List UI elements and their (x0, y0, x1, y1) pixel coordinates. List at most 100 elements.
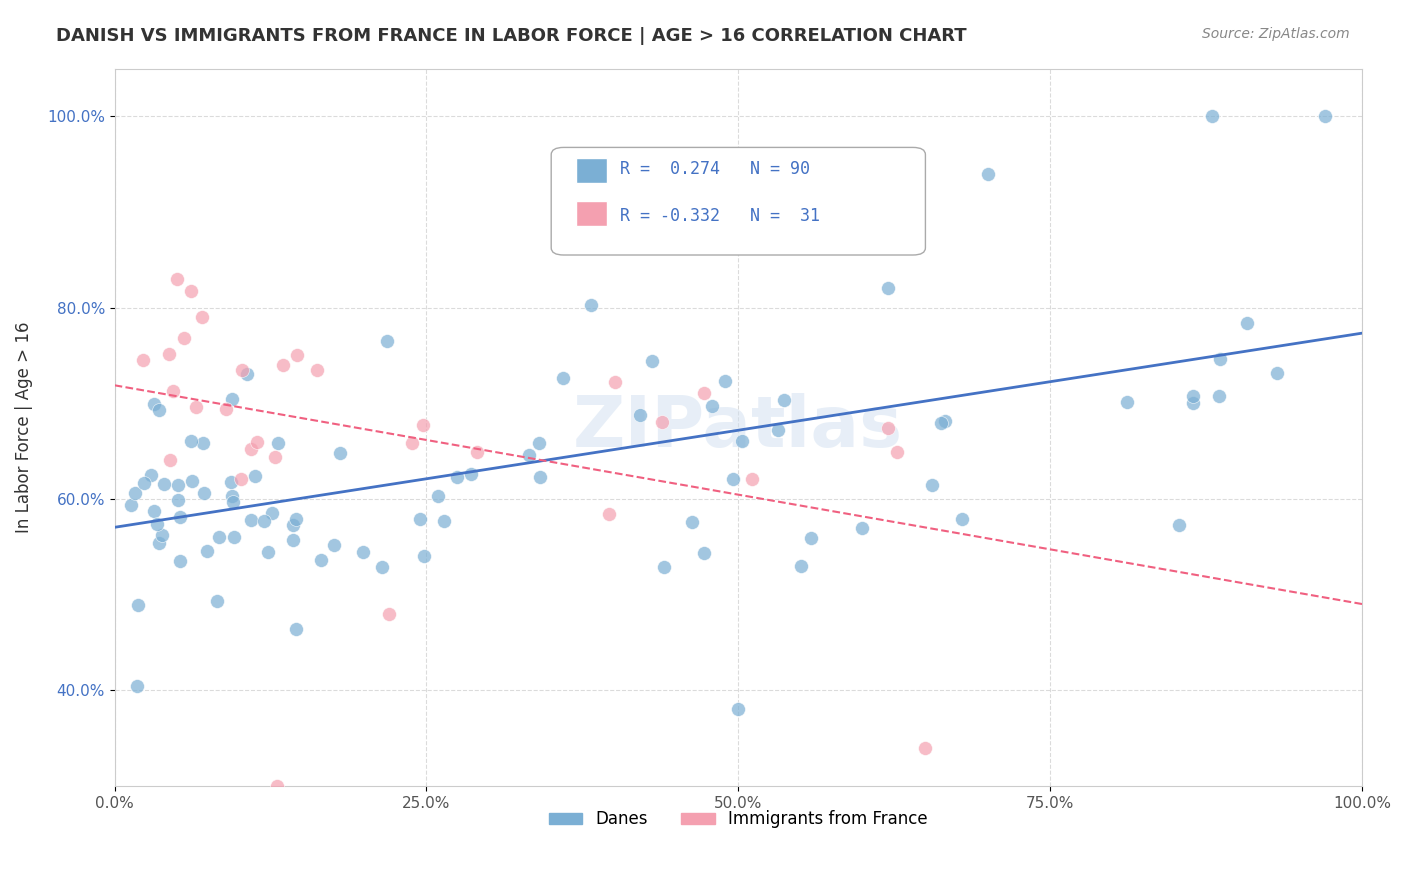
Immigrants from France (159, 453, 181, 467)
FancyBboxPatch shape (551, 147, 925, 255)
Danes (934, 414, 956, 428)
Danes (127, 598, 149, 612)
Danes (551, 371, 574, 385)
Danes (800, 532, 823, 546)
Danes (257, 545, 280, 559)
Danes (1182, 389, 1205, 403)
Danes (141, 467, 163, 482)
Immigrants from France (378, 607, 401, 621)
Danes (124, 486, 146, 500)
Danes (323, 538, 346, 552)
Immigrants from France (231, 362, 253, 376)
Danes (921, 477, 943, 491)
Danes (150, 527, 173, 541)
Immigrants from France (741, 472, 763, 486)
Immigrants from France (173, 331, 195, 345)
Danes (146, 517, 169, 532)
Danes (169, 554, 191, 568)
Danes (929, 416, 952, 430)
Immigrants from France (166, 272, 188, 286)
Y-axis label: In Labor Force | Age > 16: In Labor Force | Age > 16 (15, 321, 32, 533)
Danes (120, 498, 142, 512)
Danes (727, 702, 749, 716)
Danes (721, 472, 744, 486)
Danes (134, 475, 156, 490)
Immigrants from France (914, 740, 936, 755)
Danes (681, 515, 703, 529)
Danes (731, 434, 754, 448)
Danes (253, 514, 276, 528)
Text: R =  0.274   N = 90: R = 0.274 N = 90 (620, 160, 810, 178)
Immigrants from France (184, 400, 207, 414)
Immigrants from France (877, 421, 900, 435)
Danes (243, 468, 266, 483)
Danes (219, 475, 242, 490)
Danes (1168, 517, 1191, 532)
Danes (167, 493, 190, 508)
Immigrants from France (305, 363, 328, 377)
Danes (267, 435, 290, 450)
Danes (239, 513, 262, 527)
Immigrants from France (162, 384, 184, 398)
Danes (426, 489, 449, 503)
Danes (773, 392, 796, 407)
Immigrants from France (180, 285, 202, 299)
Immigrants from France (157, 347, 180, 361)
Legend: Danes, Immigrants from France: Danes, Immigrants from France (543, 804, 935, 835)
Immigrants from France (266, 779, 288, 793)
Danes (375, 334, 398, 349)
Danes (700, 399, 723, 413)
Danes (877, 281, 900, 295)
Danes (222, 494, 245, 508)
Immigrants from France (264, 450, 287, 464)
Danes (565, 234, 588, 248)
Danes (527, 435, 550, 450)
Immigrants from France (240, 442, 263, 456)
Immigrants from France (229, 472, 252, 486)
Danes (693, 546, 716, 560)
Danes (766, 423, 789, 437)
Immigrants from France (246, 435, 269, 450)
Danes (409, 512, 432, 526)
Danes (352, 545, 374, 559)
Danes (221, 392, 243, 406)
Danes (262, 506, 284, 520)
Danes (285, 622, 308, 636)
Danes (143, 397, 166, 411)
Danes (311, 553, 333, 567)
Danes (446, 470, 468, 484)
Immigrants from France (191, 310, 214, 325)
Danes (851, 521, 873, 535)
Immigrants from France (605, 376, 627, 390)
Danes (1313, 109, 1336, 123)
Danes (789, 558, 811, 573)
Immigrants from France (886, 445, 908, 459)
Immigrants from France (693, 385, 716, 400)
Immigrants from France (465, 445, 488, 459)
Danes (1181, 396, 1204, 410)
Danes (714, 374, 737, 388)
Danes (153, 477, 176, 491)
Danes (641, 353, 664, 368)
Immigrants from France (401, 436, 423, 450)
Danes (235, 368, 257, 382)
Danes (1116, 394, 1139, 409)
Danes (517, 448, 540, 462)
Danes (208, 530, 231, 544)
Immigrants from France (132, 352, 155, 367)
Immigrants from France (215, 401, 238, 416)
Bar (576, 158, 607, 183)
Danes (1208, 389, 1230, 403)
Danes (529, 469, 551, 483)
Danes (169, 510, 191, 524)
Immigrants from France (651, 415, 673, 429)
Danes (193, 485, 215, 500)
Danes (205, 594, 228, 608)
Immigrants from France (285, 348, 308, 362)
Danes (222, 530, 245, 544)
Danes (148, 402, 170, 417)
Immigrants from France (271, 358, 294, 372)
Text: DANISH VS IMMIGRANTS FROM FRANCE IN LABOR FORCE | AGE > 16 CORRELATION CHART: DANISH VS IMMIGRANTS FROM FRANCE IN LABO… (56, 27, 967, 45)
Danes (1236, 316, 1258, 330)
Danes (281, 533, 304, 547)
